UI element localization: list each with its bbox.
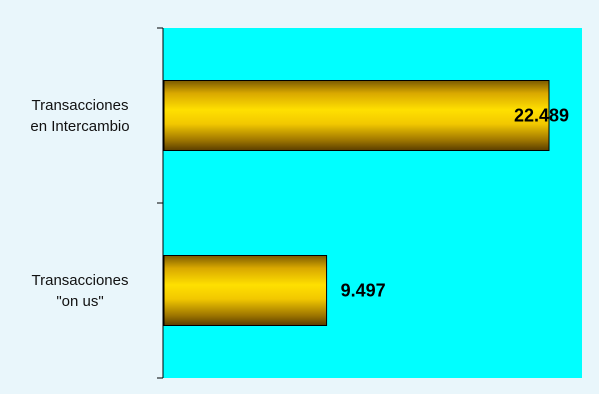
bar <box>163 80 550 151</box>
category-label: Transacciones "on us" <box>32 272 129 310</box>
value-label: 22.489 <box>514 106 569 126</box>
value-label: 9.497 <box>341 281 386 301</box>
bar <box>163 255 328 326</box>
category-label: Transacciones en Intercambio <box>30 97 129 135</box>
